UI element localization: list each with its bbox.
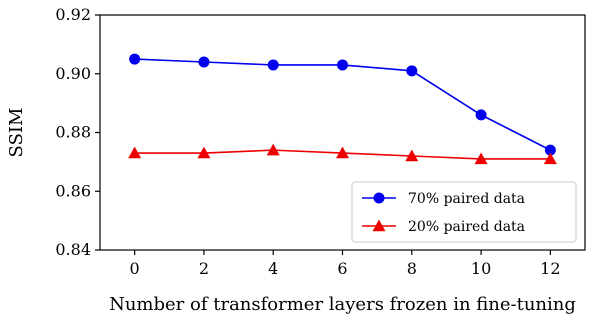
data-point — [544, 144, 556, 156]
data-point — [474, 152, 488, 165]
series-2 — [128, 143, 557, 165]
x-tick-label: 4 — [268, 259, 278, 278]
legend-label: 20% paired data — [408, 219, 525, 235]
y-axis: 0.84 0.86 0.88 0.90 0.92 — [55, 5, 100, 259]
x-tick-label: 8 — [407, 259, 417, 278]
legend-entry: 20% paired data — [362, 219, 525, 235]
legend-marker — [372, 219, 386, 232]
legend-label: 70% paired data — [408, 191, 525, 207]
data-point — [266, 143, 280, 156]
legend: 70% paired data 20% paired data — [351, 181, 577, 243]
x-tick-label: 6 — [337, 259, 347, 278]
data-point — [406, 65, 418, 77]
data-point — [197, 146, 211, 159]
y-tick-label: 0.86 — [55, 181, 91, 200]
y-tick-label: 0.88 — [55, 123, 91, 142]
data-point — [405, 149, 419, 162]
legend-marker — [373, 192, 385, 204]
data-point — [198, 56, 210, 68]
series-1 — [129, 53, 556, 156]
legend-box — [351, 181, 577, 243]
y-tick-label: 0.90 — [55, 64, 91, 83]
y-tick-label: 0.92 — [55, 5, 91, 24]
x-axis: 0 2 4 6 8 10 12 — [130, 250, 561, 278]
x-tick-label: 2 — [199, 259, 209, 278]
data-point — [543, 152, 557, 165]
series-line — [134, 58, 551, 151]
y-axis-label: SSIM — [6, 108, 27, 158]
data-point — [267, 59, 279, 71]
x-tick-label: 12 — [540, 259, 560, 278]
legend-entry: 70% paired data — [362, 191, 525, 207]
series-layer — [128, 53, 557, 165]
x-axis-label: Number of transformer layers frozen in f… — [109, 294, 576, 315]
x-tick-label: 0 — [130, 259, 140, 278]
x-tick-label: 10 — [471, 259, 491, 278]
y-tick-label: 0.84 — [55, 240, 91, 259]
data-point — [475, 109, 487, 121]
data-point — [128, 146, 142, 159]
data-point — [129, 53, 141, 65]
data-point — [337, 59, 348, 71]
data-point — [336, 146, 349, 159]
